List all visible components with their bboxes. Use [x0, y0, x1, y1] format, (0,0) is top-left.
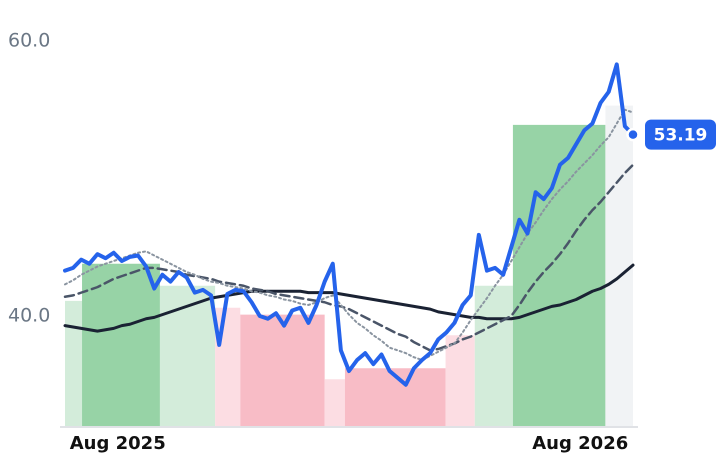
band [605, 105, 633, 426]
series-line [63, 62, 635, 387]
last-point [626, 127, 640, 142]
x-tick-label: Aug 2026 [532, 433, 628, 454]
band [324, 379, 345, 426]
y-tick-label: 40.0 [8, 305, 50, 327]
band [240, 314, 325, 426]
band [512, 124, 606, 426]
value-badge [645, 119, 716, 150]
band [159, 285, 216, 426]
x-tick-label: Aug 2025 [70, 433, 166, 454]
band [445, 335, 475, 426]
y-tick-label: 60.0 [8, 30, 50, 52]
band [474, 285, 513, 426]
series-line [64, 108, 634, 361]
band [65, 300, 83, 426]
value-label: 53.19 [654, 126, 708, 146]
band [215, 307, 241, 426]
series-line [63, 263, 635, 333]
series-line [63, 163, 635, 352]
band [82, 263, 160, 426]
